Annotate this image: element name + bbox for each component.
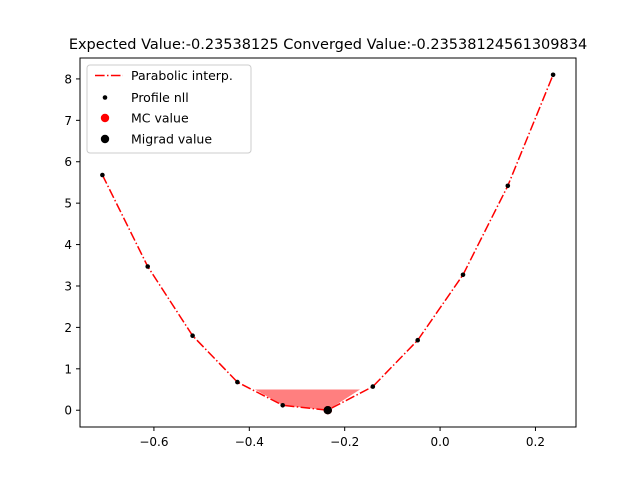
series-line-parabolic bbox=[101, 74, 554, 411]
x-axis: −0.6 −0.4 −0.2 0.0 0.2 bbox=[139, 427, 545, 449]
x-tick-label: −0.6 bbox=[139, 435, 168, 449]
point-profile-nll-5 bbox=[370, 384, 376, 389]
point-profile-nll-6 bbox=[415, 337, 421, 343]
legend-box bbox=[86, 64, 252, 154]
legend-label-parabolic: Parabolic interp. bbox=[131, 68, 233, 83]
point-profile-nll-4 bbox=[280, 403, 286, 408]
point-profile-nll-0 bbox=[100, 172, 105, 178]
chart-title: Expected Value:-0.23538125 Converged Val… bbox=[69, 37, 587, 53]
point-profile-nll-9 bbox=[550, 72, 556, 78]
y-tick-label: 7 bbox=[64, 114, 72, 128]
axes-frame bbox=[79, 57, 577, 428]
point-profile-nll-1 bbox=[145, 264, 150, 269]
plot-area bbox=[100, 72, 556, 415]
legend-label-mc: MC value bbox=[131, 111, 189, 126]
point-profile-nll-2 bbox=[190, 333, 195, 339]
y-tick-label: 3 bbox=[64, 279, 72, 293]
y-axis: 0 1 2 3 4 5 6 7 8 bbox=[64, 72, 80, 418]
legend-label-profile: Profile nll bbox=[131, 90, 189, 105]
y-tick-label: 0 bbox=[64, 404, 72, 418]
x-tick-label: 0.2 bbox=[526, 435, 545, 449]
y-tick-label: 1 bbox=[64, 362, 72, 376]
legend: Parabolic interp. Profile nll MC value M… bbox=[86, 64, 252, 154]
point-profile-nll-3 bbox=[235, 379, 240, 385]
y-tick-label: 2 bbox=[64, 321, 72, 335]
y-tick-label: 6 bbox=[64, 155, 72, 169]
legend-marker-profile bbox=[102, 95, 108, 100]
shaded-region bbox=[255, 389, 360, 411]
legend-marker-migrad bbox=[100, 134, 110, 144]
x-tick-label: 0.0 bbox=[431, 435, 450, 449]
legend-marker-mc bbox=[100, 113, 110, 123]
point-profile-nll-7 bbox=[460, 272, 466, 278]
x-tick-label: −0.4 bbox=[235, 435, 264, 449]
y-tick-label: 5 bbox=[64, 197, 72, 211]
point-migrad-value-0 bbox=[323, 406, 332, 415]
point-profile-nll-8 bbox=[505, 183, 511, 189]
legend-label-migrad: Migrad value bbox=[131, 132, 212, 147]
y-tick-label: 8 bbox=[64, 72, 72, 86]
x-tick-label: −0.2 bbox=[330, 435, 359, 449]
y-tick-label: 4 bbox=[64, 238, 72, 252]
